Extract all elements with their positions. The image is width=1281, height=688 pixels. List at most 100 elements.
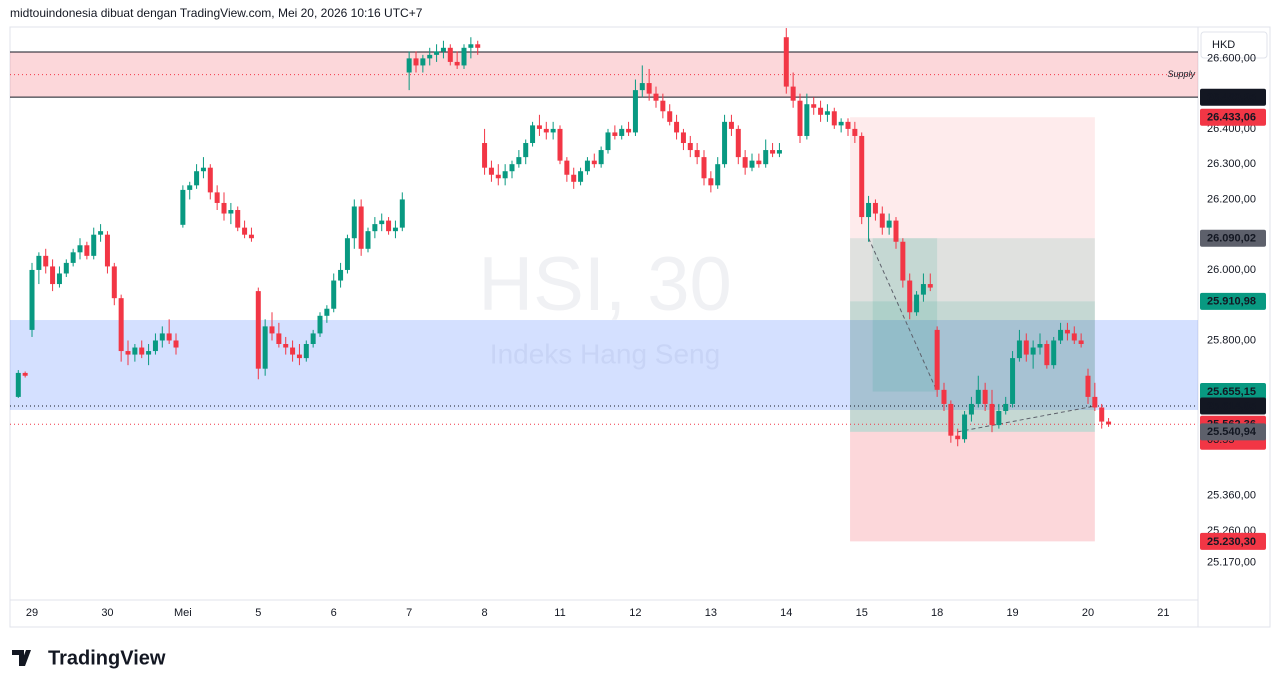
candle-body: [104, 234, 110, 267]
candle-body: [173, 340, 179, 348]
candle-body: [454, 61, 460, 66]
logo: TradingView: [12, 647, 166, 669]
candle-body: [440, 47, 446, 52]
candle-body: [399, 199, 405, 228]
candle-body: [811, 104, 817, 108]
candle-body: [831, 111, 837, 126]
candle-body: [495, 174, 501, 179]
candle-body: [626, 128, 632, 133]
candle-body: [187, 185, 193, 190]
candle-body: [207, 167, 213, 193]
candle-body: [434, 51, 440, 55]
candle-body: [43, 255, 49, 267]
candle-body: [379, 220, 385, 225]
candle-body: [1044, 344, 1050, 366]
candle-body: [687, 143, 693, 151]
candle-body: [1003, 403, 1009, 411]
candle-body: [84, 245, 90, 256]
position-box: [850, 431, 1095, 542]
logo-mark: [12, 650, 31, 666]
candle-body: [111, 266, 117, 299]
watermark-subtitle: Indeks Hang Seng: [490, 338, 720, 369]
candle-body: [98, 231, 104, 235]
candle-body: [1023, 340, 1029, 355]
candle-body: [783, 37, 789, 87]
candle-body: [386, 220, 392, 232]
candle-body: [1099, 407, 1105, 422]
x-tick-label: 20: [1082, 607, 1094, 619]
candle-body: [1016, 340, 1022, 359]
price-badge-label: 26.433,06: [1207, 112, 1256, 124]
currency[interactable]: HKD: [1212, 39, 1235, 51]
candle-body: [200, 167, 206, 172]
x-tick-label: 29: [26, 607, 38, 619]
candle-body: [866, 202, 872, 218]
price-badge-label: 26.090,02: [1207, 233, 1256, 245]
candle-body: [406, 58, 412, 73]
price-badge-label: 25.540,94: [1207, 426, 1257, 438]
y-tick-label: 26.300,00: [1207, 158, 1256, 170]
candle-body: [125, 351, 131, 355]
zone: [10, 52, 1198, 98]
position-box: [850, 238, 1095, 432]
candle-body: [63, 262, 69, 274]
candle-body: [852, 128, 858, 136]
candle-body: [667, 111, 673, 122]
watermark-title: HSI, 30: [478, 242, 731, 327]
candle-body: [742, 157, 748, 168]
candle-body: [804, 104, 810, 136]
candle-body: [523, 143, 529, 158]
candle-body: [324, 308, 330, 316]
candle-body: [653, 93, 659, 101]
candle-body: [132, 347, 138, 355]
price-badge: [1200, 532, 1266, 550]
y-tick-label: 26.600,00: [1207, 52, 1256, 64]
x-tick-label: 6: [331, 607, 337, 619]
candle-body: [1071, 333, 1077, 341]
price-badge-label: 25.655,15: [1207, 386, 1256, 398]
x-tick-label: 13: [705, 607, 717, 619]
candle-body: [530, 125, 536, 144]
currency-box[interactable]: [1200, 31, 1268, 59]
candle-body: [660, 100, 666, 112]
candle-body: [927, 284, 933, 288]
candle-body: [619, 128, 625, 136]
candle-body: [989, 403, 995, 426]
candle-body: [879, 213, 885, 228]
candle-body: [331, 280, 337, 309]
candle-body: [461, 47, 467, 66]
candle-body: [1030, 347, 1036, 355]
candle-body: [934, 329, 940, 390]
candle-body: [722, 121, 728, 165]
candle-body: [728, 121, 734, 129]
candle-body: [557, 128, 563, 161]
logo-text: TradingView: [48, 647, 166, 669]
candle-body: [56, 273, 62, 285]
candle-body: [941, 389, 947, 404]
candle-body: [797, 100, 803, 136]
candle-body: [146, 351, 152, 355]
candle-body: [578, 171, 584, 182]
candle-body: [571, 174, 577, 182]
y-tick-label: 26.200,00: [1207, 193, 1256, 205]
x-tick-label: 11: [554, 607, 565, 619]
price-badge: [1200, 397, 1266, 415]
candle-body: [1106, 421, 1112, 425]
candle-body: [420, 58, 426, 66]
candle-body: [907, 280, 913, 313]
candle-body: [1092, 396, 1098, 408]
candle-body: [1010, 358, 1016, 404]
candle-body: [859, 135, 865, 218]
zone: [10, 320, 1198, 410]
candle-body: [358, 206, 364, 249]
candle-body: [269, 326, 275, 334]
candle-body: [735, 128, 741, 158]
candle-body: [290, 347, 296, 355]
candle-body: [776, 150, 782, 154]
candle-body: [536, 125, 542, 129]
position-box: [850, 117, 1095, 432]
candle-body: [550, 128, 556, 133]
candle-body: [214, 192, 220, 203]
candle-body: [962, 414, 968, 440]
